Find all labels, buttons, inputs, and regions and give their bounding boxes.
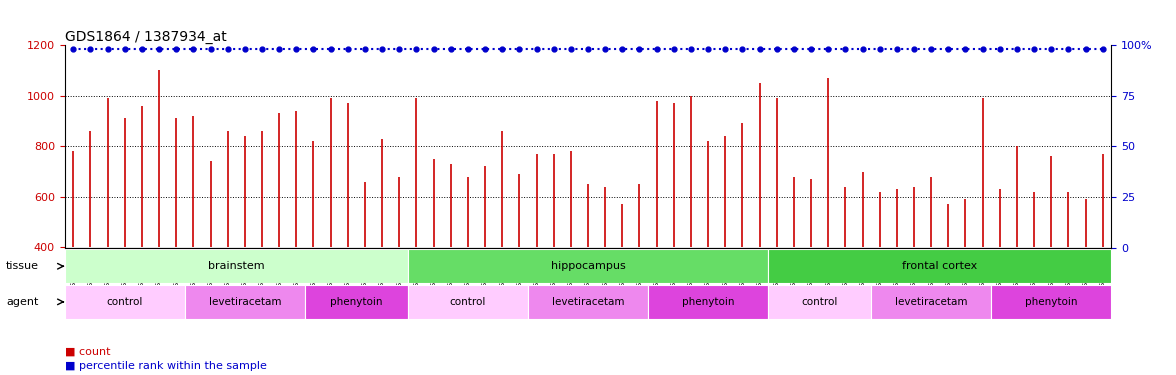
- Bar: [871, 285, 991, 319]
- Text: phenytoin: phenytoin: [1025, 297, 1077, 307]
- Text: control: control: [107, 297, 143, 307]
- Text: ■ count: ■ count: [65, 346, 111, 356]
- Bar: [648, 285, 768, 319]
- Bar: [991, 285, 1111, 319]
- Bar: [185, 285, 305, 319]
- Bar: [305, 285, 408, 319]
- Text: control: control: [802, 297, 837, 307]
- Text: agent: agent: [7, 297, 39, 307]
- Text: levetiracetam: levetiracetam: [895, 297, 968, 307]
- Bar: [65, 249, 408, 283]
- Text: phenytoin: phenytoin: [682, 297, 734, 307]
- Bar: [408, 285, 528, 319]
- Text: levetiracetam: levetiracetam: [208, 297, 281, 307]
- Text: frontal cortex: frontal cortex: [902, 261, 977, 271]
- Text: brainstem: brainstem: [208, 261, 265, 271]
- Text: phenytoin: phenytoin: [330, 297, 382, 307]
- Text: tissue: tissue: [6, 261, 39, 271]
- Text: control: control: [449, 297, 486, 307]
- Text: ■ percentile rank within the sample: ■ percentile rank within the sample: [65, 361, 267, 371]
- Text: hippocampus: hippocampus: [550, 261, 626, 271]
- Bar: [408, 249, 768, 283]
- Text: GDS1864 / 1387934_at: GDS1864 / 1387934_at: [65, 30, 227, 44]
- Bar: [528, 285, 648, 319]
- Bar: [65, 285, 185, 319]
- Bar: [768, 285, 871, 319]
- Bar: [768, 249, 1111, 283]
- Text: levetiracetam: levetiracetam: [552, 297, 624, 307]
